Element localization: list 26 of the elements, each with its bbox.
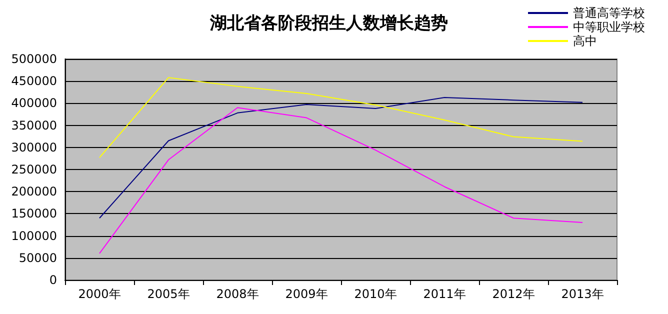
- y-tick-label: 0: [49, 273, 57, 287]
- y-tick-label: 500000: [11, 52, 57, 66]
- x-tick-label: 2009年: [285, 287, 328, 301]
- x-tick-label: 2013年: [561, 287, 604, 301]
- y-tick-label: 250000: [11, 162, 57, 176]
- y-tick-label: 200000: [11, 184, 57, 199]
- line-series: [99, 77, 583, 158]
- y-tick-label: 100000: [11, 228, 57, 243]
- chart-title: 湖北省各阶段招生人数增长趋势: [209, 14, 448, 34]
- y-tick-label: 150000: [11, 206, 57, 221]
- line-series: [99, 96, 583, 219]
- x-tick-label: 2011年: [423, 287, 466, 301]
- x-tick-label: 2012年: [492, 287, 535, 301]
- legend-label: 普通高等学校: [573, 6, 645, 20]
- line-series: [99, 107, 583, 254]
- x-tick-label: 2000年: [78, 287, 121, 301]
- y-tick-label: 350000: [11, 118, 57, 132]
- y-tick-label: 450000: [11, 74, 57, 88]
- y-tick-label: 300000: [11, 140, 57, 154]
- legend-label: 高中: [573, 34, 597, 48]
- legend-label: 中等职业学校: [573, 20, 645, 34]
- y-tick-label: 400000: [11, 96, 57, 110]
- y-tick-label: 50000: [18, 250, 57, 265]
- x-tick-label: 2010年: [354, 287, 397, 301]
- x-tick-label: 2005年: [147, 287, 190, 301]
- x-tick-label: 2008年: [216, 287, 259, 301]
